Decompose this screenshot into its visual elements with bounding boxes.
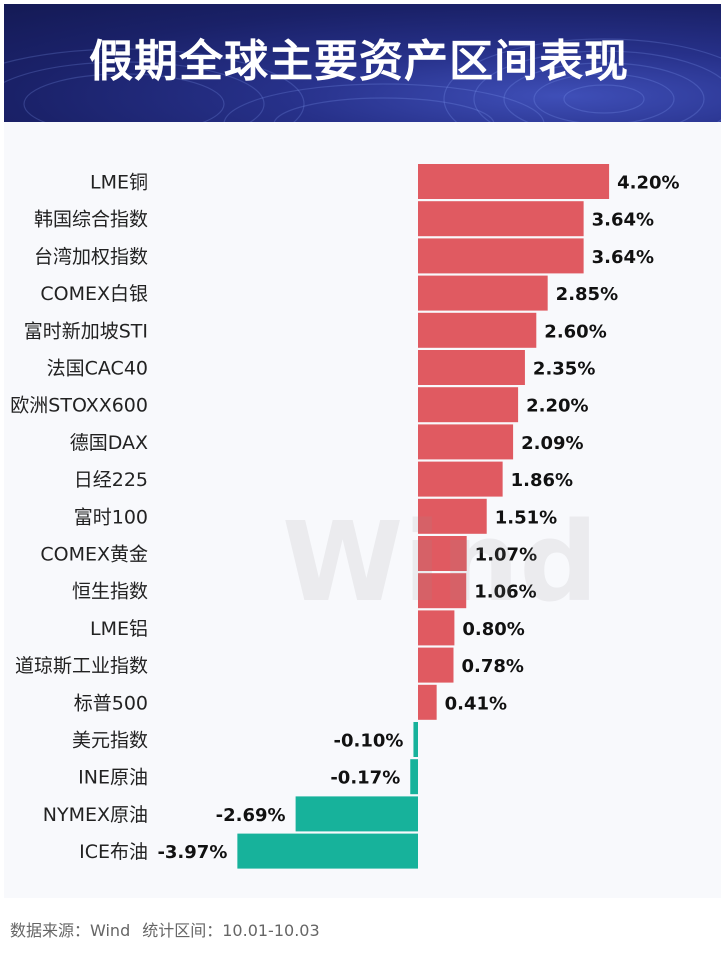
category-label: 日经225 (74, 469, 148, 491)
bar-3 (418, 238, 584, 274)
value-label: -3.97% (157, 842, 227, 863)
category-label: NYMEX原油 (43, 804, 148, 826)
category-label: 美元指数 (72, 730, 148, 752)
category-label: COMEX黄金 (40, 544, 148, 566)
chart-panel: LME铜 4.20% 韩国综合指数 3.64% 台湾加权指数 3.64% COMEX白银 2.… (4, 122, 721, 898)
value-label: 4.20% (617, 173, 679, 194)
period-range: 10.01-10.03 (222, 921, 320, 940)
value-label: 2.60% (544, 321, 606, 342)
bar-6 (418, 350, 525, 385)
value-label: 0.80% (462, 619, 524, 640)
category-label: LME铜 (90, 172, 148, 194)
value-label: 1.86% (511, 470, 573, 491)
chart-title: 假期全球主要资产区间表现 (89, 36, 629, 87)
value-label: 3.64% (592, 247, 654, 268)
category-label: 道琼斯工业指数 (15, 655, 148, 677)
category-label: 标普500 (74, 692, 148, 714)
bar-12 (418, 573, 467, 609)
bar-7 (418, 387, 519, 423)
bar-4 (418, 275, 548, 311)
bar-5 (418, 312, 537, 348)
category-label: LME铝 (90, 618, 148, 640)
category-label: 富时100 (74, 506, 148, 528)
bar-1 (418, 164, 610, 199)
category-label: COMEX白银 (40, 283, 148, 305)
title-banner: 假期全球主要资产区间表现 (4, 4, 721, 122)
bar-8 (418, 424, 514, 460)
category-label: 恒生指数 (72, 581, 148, 603)
value-label: 1.51% (495, 507, 557, 528)
category-label: 德国DAX (70, 432, 148, 454)
period-prefix: 统计区间： (142, 921, 223, 940)
bar-10 (418, 498, 487, 534)
bar-13 (418, 610, 455, 646)
value-label: 0.78% (461, 656, 523, 677)
value-label: 2.20% (526, 396, 588, 417)
bar-9 (418, 461, 503, 497)
category-label: 台湾加权指数 (34, 246, 148, 268)
category-label: INE原油 (78, 767, 148, 789)
bar-15 (418, 684, 437, 720)
bar-19 (237, 833, 418, 869)
source-prefix: 数据来源： (10, 921, 91, 940)
value-label: 2.85% (556, 284, 618, 305)
bar-2 (418, 201, 584, 237)
category-label: 欧洲STOXX600 (10, 395, 148, 417)
bar-chart: LME铜 4.20% 韩国综合指数 3.64% 台湾加权指数 3.64% COMEX白银 2.… (10, 164, 680, 869)
value-label: 0.41% (445, 693, 507, 714)
bar-14 (418, 647, 454, 683)
value-label: 2.35% (533, 359, 595, 380)
source-name: Wind (90, 921, 131, 940)
category-label: ICE布油 (79, 841, 148, 863)
value-label: 1.07% (475, 545, 537, 566)
bar-11 (418, 536, 467, 571)
category-label: 法国CAC40 (47, 358, 148, 380)
value-label: 3.64% (592, 210, 654, 231)
banner-contour-pattern (4, 38, 721, 122)
bar-18 (295, 796, 418, 832)
category-label: 富时新加坡STI (24, 320, 148, 342)
bar-16 (413, 722, 418, 757)
source-footer: 数据来源：Wind 统计区间：10.01-10.03 (10, 917, 320, 941)
value-label: -0.17% (330, 768, 400, 789)
value-label: -0.10% (334, 731, 404, 752)
bar-17 (410, 759, 418, 795)
value-label: 1.06% (474, 582, 536, 603)
value-label: 2.09% (521, 433, 583, 454)
value-label: -2.69% (216, 805, 286, 826)
category-label: 韩国综合指数 (34, 209, 148, 231)
